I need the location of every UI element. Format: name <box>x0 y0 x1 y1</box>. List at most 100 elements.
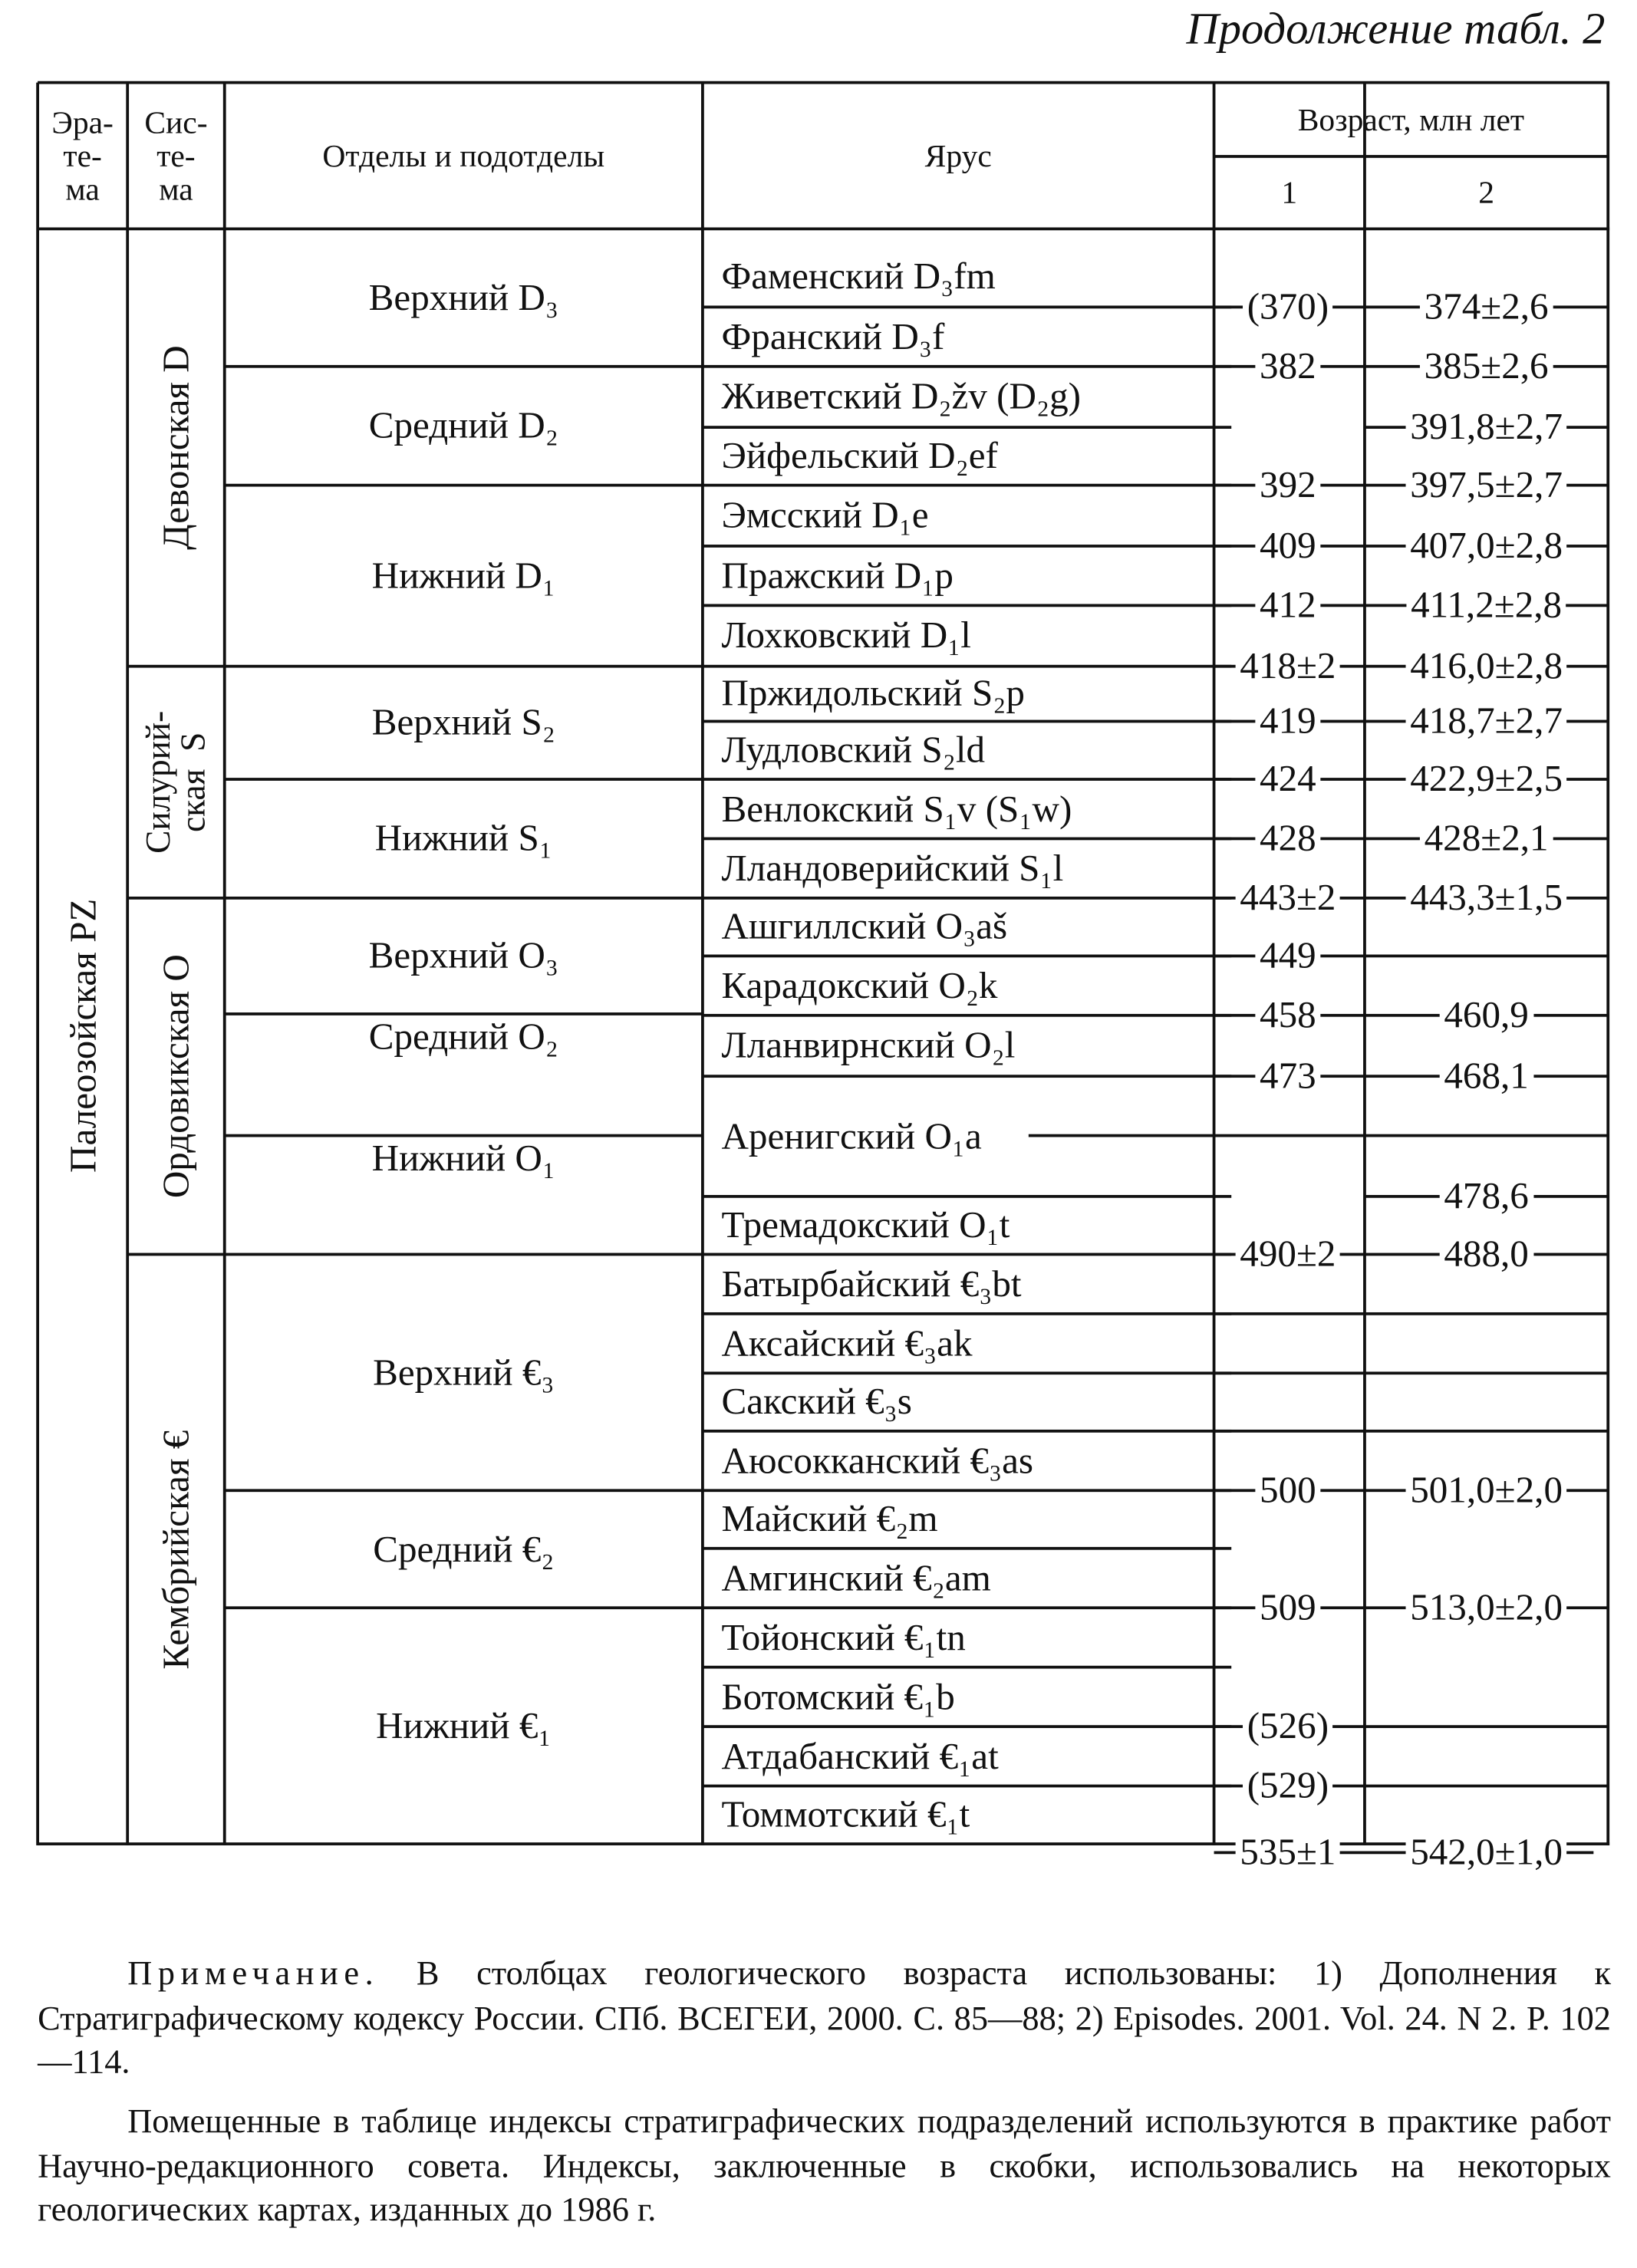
note-paragraph-2: Помещенные в таблице индексы стратиграфи… <box>38 2103 1612 2230</box>
age2-rule <box>1364 1784 1609 1788</box>
series-label: Средний O₂ <box>368 1015 558 1058</box>
note-label: Примечание. <box>127 1955 380 1993</box>
stage-rule <box>702 1725 1232 1728</box>
age2-value: 428±2,1 <box>1419 817 1553 861</box>
age2-value: 422,9±2,5 <box>1405 757 1567 802</box>
stage-label: Лландоверийский S₁l <box>721 846 1064 889</box>
series-label: Нижний S₁ <box>374 817 552 860</box>
column-rule <box>1363 82 1366 1845</box>
series-rule <box>224 1606 703 1610</box>
stage-label: Атдабанский €₁at <box>721 1734 999 1777</box>
age2-rule <box>1364 1429 1609 1433</box>
age1-value: (526) <box>1243 1704 1333 1749</box>
age2-rule <box>1364 1371 1609 1375</box>
header-series: Отделы и подотделы <box>322 137 605 174</box>
stage-label: Карадокский O₂k <box>721 963 998 1006</box>
age1-value: 424 <box>1255 757 1321 802</box>
series-label: Средний €₂ <box>373 1528 555 1570</box>
header-system: Сис- те- ма <box>144 104 208 208</box>
age1-value: 409 <box>1255 524 1321 568</box>
column-rule <box>1212 82 1216 1845</box>
header-age-col2: 2 <box>1478 174 1494 211</box>
stage-label: Тремадокский O₁t <box>721 1203 1010 1246</box>
system-rule <box>127 1253 703 1256</box>
erathem-label: Палеозойская PZ <box>62 898 104 1173</box>
stage-label: Эйфельский D₂ef <box>721 434 998 477</box>
age1-value: (529) <box>1243 1764 1333 1808</box>
age1-value: 535±1 <box>1235 1831 1341 1875</box>
stage-label: Аренигский O₁a <box>721 1114 982 1157</box>
age2-value: 391,8±2,7 <box>1405 405 1567 449</box>
arenig-rule <box>1028 1134 1609 1137</box>
age1-value: 443±2 <box>1235 876 1341 920</box>
note-text-1: В столбцах геологического возраста испол… <box>38 1955 1612 2082</box>
series-label: Верхний €₃ <box>373 1351 555 1394</box>
series-label: Верхний S₂ <box>371 701 555 744</box>
stage-rule <box>702 837 1232 841</box>
stage-rule <box>702 1429 1232 1433</box>
system-ordovician: Ордовикская O <box>155 954 197 1199</box>
column-rule <box>1606 82 1610 1845</box>
series-label: Средний D₂ <box>368 404 558 447</box>
series-rule <box>224 1012 703 1015</box>
stage-label: Эмсский D₁e <box>721 493 929 536</box>
series-rule <box>224 483 703 487</box>
age2-value: 501,0±2,0 <box>1405 1468 1567 1513</box>
stage-rule <box>702 954 1232 958</box>
age1-value: 428 <box>1255 817 1321 861</box>
series-label: Нижний O₁ <box>371 1137 556 1180</box>
stage-label: Лудловский S₂ld <box>721 728 986 771</box>
age2-value: 468,1 <box>1439 1054 1533 1098</box>
stage-rule <box>702 426 1232 429</box>
series-rule <box>224 778 703 781</box>
age2-value: 418,7±2,7 <box>1405 699 1567 743</box>
table-bottom-border <box>38 1842 1610 1845</box>
age2-value: 397,5±2,7 <box>1405 463 1567 507</box>
age1-value: (370) <box>1243 285 1333 329</box>
system-rule <box>127 896 703 900</box>
note-paragraph-1: Примечание. В столбцах геологического во… <box>38 1953 1611 2085</box>
column-rule <box>36 82 39 1845</box>
age1-value: 419 <box>1255 699 1321 743</box>
stage-rule <box>702 483 1232 487</box>
age2-value: 460,9 <box>1439 993 1533 1038</box>
stage-label: Пржидольский S₂p <box>721 672 1025 715</box>
stage-rule <box>702 719 1232 723</box>
series-label: Нижний D₁ <box>371 555 556 597</box>
stage-label: Томмотский €₁t <box>721 1792 970 1835</box>
stage-label: Ашгиллский O₃aš <box>721 905 1008 948</box>
stage-rule <box>702 1195 1232 1198</box>
stage-label: Аксайский €₃ak <box>721 1322 973 1364</box>
system-cambrian: Кембрийская € <box>155 1430 197 1670</box>
age1-value: 473 <box>1255 1054 1321 1098</box>
age1-value: 458 <box>1255 993 1321 1038</box>
age1-value: 412 <box>1255 584 1321 627</box>
age1-value: 392 <box>1255 463 1321 507</box>
series-label: Нижний €₁ <box>376 1704 552 1747</box>
age2-value: 374±2,6 <box>1419 285 1553 329</box>
column-rule <box>126 82 130 1845</box>
stage-label: Пражский D₁p <box>721 554 954 597</box>
column-rule <box>222 82 226 1845</box>
stage-rule <box>702 1606 1232 1610</box>
stage-rule <box>702 1784 1232 1788</box>
series-label: Верхний D₃ <box>368 276 558 319</box>
age2-value: 385±2,6 <box>1419 344 1553 389</box>
stage-rule <box>702 896 1232 900</box>
header-bottom-rule <box>38 227 1610 231</box>
system-devonian: Девонская D <box>155 345 197 550</box>
stage-label: Сакский €₃s <box>721 1380 912 1423</box>
age2-value: 488,0 <box>1439 1233 1533 1276</box>
stage-label: Амгинский €₂am <box>721 1556 991 1598</box>
stage-rule <box>702 305 1232 309</box>
age2-value: 542,0±1,0 <box>1405 1831 1567 1875</box>
stage-rule <box>702 1013 1232 1017</box>
header-erathem: Эра- те- ма <box>51 104 114 208</box>
stage-rule <box>702 545 1232 548</box>
stage-label: Франский D₃f <box>721 314 945 357</box>
stage-rule <box>702 1075 1232 1078</box>
stage-label: Майский €₂m <box>721 1497 938 1540</box>
age2-rule <box>1364 954 1609 958</box>
series-rule <box>224 364 703 368</box>
